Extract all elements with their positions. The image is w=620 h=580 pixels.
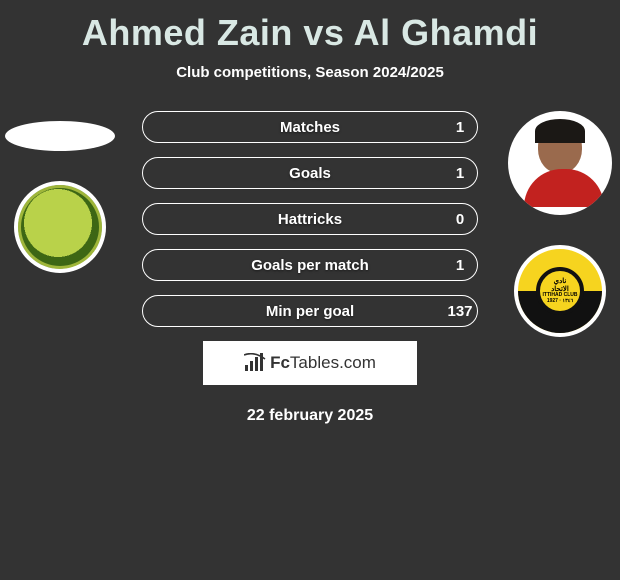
stat-right-value: 0: [443, 211, 477, 228]
fctables-logo: FcTables.com: [203, 341, 417, 385]
comparison-content: نادي الاتحاد ITTIHAD CLUB 1927 · ١٣٤٦ Ma…: [0, 111, 620, 425]
portrait-icon: [524, 121, 596, 215]
right-player-avatar: [508, 111, 612, 215]
stat-label: Matches: [177, 119, 443, 136]
stat-label: Min per goal: [177, 303, 443, 320]
page-subtitle: Club competitions, Season 2024/2025: [0, 64, 620, 81]
stat-right-value: 1: [443, 257, 477, 274]
stat-bar: Min per goal137: [142, 295, 478, 327]
right-player-column: نادي الاتحاد ITTIHAD CLUB 1927 · ١٣٤٦: [500, 111, 620, 337]
stat-label: Hattricks: [177, 211, 443, 228]
left-player-column: [0, 111, 120, 273]
stat-bar: Hattricks0: [142, 203, 478, 235]
stat-bars: Matches1Goals1Hattricks0Goals per match1…: [142, 111, 478, 327]
stat-right-value: 1: [443, 165, 477, 182]
stat-right-value: 137: [443, 303, 477, 320]
left-club-badge: [14, 181, 106, 273]
brand-text: FcTables.com: [270, 353, 376, 373]
right-club-badge: نادي الاتحاد ITTIHAD CLUB 1927 · ١٣٤٦: [514, 245, 606, 337]
comparison-date: 22 february 2025: [0, 407, 620, 425]
stat-right-value: 1: [443, 119, 477, 136]
stat-bar: Goals1: [142, 157, 478, 189]
bar-chart-icon: [244, 353, 266, 373]
stat-bar: Goals per match1: [142, 249, 478, 281]
stat-bar: Matches1: [142, 111, 478, 143]
page-title: Ahmed Zain vs Al Ghamdi: [0, 0, 620, 54]
stat-label: Goals per match: [177, 257, 443, 274]
left-player-avatar: [5, 121, 115, 151]
stat-label: Goals: [177, 165, 443, 182]
